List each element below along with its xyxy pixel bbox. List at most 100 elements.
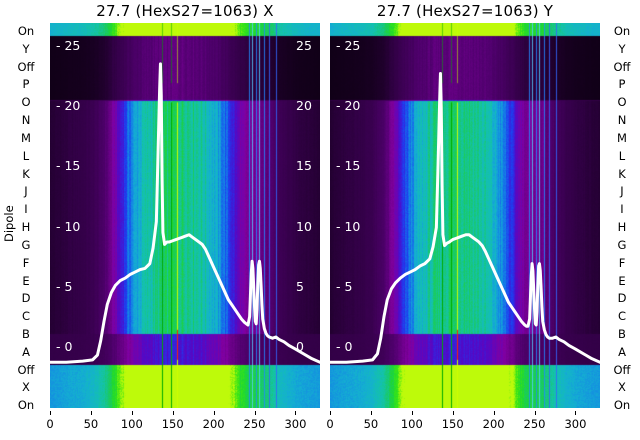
- profile-trace-y: [330, 23, 600, 408]
- x-tick-mark: [493, 411, 495, 415]
- plot-panel-y[interactable]: [330, 23, 600, 408]
- category-tick-label: G: [21, 237, 31, 252]
- category-tick-label: I: [24, 202, 28, 217]
- category-tick-label: X: [22, 380, 30, 395]
- category-tick-label: M: [617, 130, 627, 145]
- x-tick-label: 300: [564, 417, 587, 431]
- x-tick-label: 250: [523, 417, 546, 431]
- heatmap-canvas-x: [50, 23, 320, 408]
- x-tick-label: 250: [243, 417, 266, 431]
- y-tick-label: 15: [296, 158, 312, 174]
- category-tick-label: F: [22, 255, 30, 270]
- category-tick-label: N: [617, 113, 627, 128]
- y-tick-label: 5: [296, 278, 304, 294]
- category-tick-label: J: [620, 184, 624, 199]
- category-tick-label: N: [21, 113, 31, 128]
- category-tick-label: Off: [17, 59, 35, 74]
- x-tick-mark: [172, 411, 174, 415]
- category-tick-label: Off: [613, 59, 631, 74]
- panel-title-y: 27.7 (HexS27=1063) Y: [376, 2, 554, 20]
- y-tick-label: - 15: [336, 158, 361, 174]
- x-tick-mark: [452, 411, 454, 415]
- category-tick-label: D: [21, 291, 31, 306]
- x-tick-label: 300: [284, 417, 307, 431]
- category-tick-label: H: [21, 220, 31, 235]
- y-tick-label: 25: [296, 38, 312, 54]
- x-tick-label: 200: [202, 417, 225, 431]
- x-tick-label: 150: [161, 417, 184, 431]
- x-tick-label: 50: [83, 417, 99, 431]
- heatmap-canvas-y: [330, 23, 600, 408]
- y-tick-label: - 0: [56, 338, 73, 354]
- category-tick-label: E: [618, 273, 626, 288]
- category-tick-label: K: [618, 166, 626, 181]
- x-tick-mark: [330, 411, 331, 415]
- panel-title-x: 27.7 (HexS27=1063) X: [96, 2, 274, 20]
- category-tick-label: Off: [613, 362, 631, 377]
- category-tick-label: P: [618, 77, 626, 92]
- x-tick-mark: [254, 411, 256, 415]
- profile-trace-x: [50, 23, 320, 408]
- x-tick-label: 0: [46, 417, 54, 431]
- category-tick-label: K: [22, 166, 30, 181]
- x-tick-label: 100: [400, 417, 423, 431]
- x-tick-mark: [575, 411, 577, 415]
- category-tick-label: C: [21, 309, 31, 324]
- category-tick-label: P: [22, 77, 30, 92]
- y-tick-label: - 5: [336, 278, 353, 294]
- category-tick-label: J: [24, 184, 28, 199]
- category-tick-label: A: [22, 344, 30, 359]
- category-tick-label: O: [21, 95, 31, 110]
- category-tick-label: L: [618, 148, 626, 163]
- y-tick-label: - 10: [336, 218, 361, 234]
- category-tick-label: M: [21, 130, 31, 145]
- category-tick-label: On: [17, 24, 35, 38]
- y-tick-label: - 25: [56, 38, 81, 54]
- category-tick-label: B: [618, 327, 626, 341]
- category-tick-label: Off: [17, 362, 35, 377]
- category-tick-label: D: [617, 291, 627, 306]
- category-tick-label: On: [17, 398, 35, 413]
- y-tick-label: 10: [296, 218, 312, 234]
- x-tick-label: 0: [326, 417, 334, 431]
- x-tick-mark: [131, 411, 133, 415]
- y-tick-label: - 0: [336, 338, 353, 354]
- x-tick-mark: [90, 411, 92, 415]
- category-tick-label: X: [618, 380, 626, 395]
- category-tick-label: O: [617, 95, 627, 110]
- category-tick-label: L: [22, 148, 30, 163]
- y-tick-label: - 10: [56, 218, 81, 234]
- x-tick-mark: [295, 411, 297, 415]
- category-tick-label: C: [617, 309, 627, 324]
- y-tick-label: - 20: [336, 98, 361, 114]
- category-tick-label: B: [22, 327, 30, 341]
- x-tick-mark: [213, 411, 215, 415]
- category-tick-label: H: [617, 220, 627, 235]
- y-tick-label: 0: [296, 338, 304, 354]
- category-tick-label: On: [613, 24, 631, 38]
- y-tick-label: - 5: [56, 278, 73, 294]
- category-tick-label: A: [618, 344, 626, 359]
- heatmap-y: [330, 23, 600, 408]
- x-tick-mark: [370, 411, 372, 415]
- category-tick-label: I: [620, 202, 624, 217]
- plot-panel-x[interactable]: [50, 23, 320, 408]
- category-tick-label: E: [22, 273, 30, 288]
- x-tick-mark: [411, 411, 413, 415]
- y-tick-label: 20: [296, 98, 312, 114]
- x-tick-label: 100: [120, 417, 143, 431]
- x-tick-mark: [534, 411, 536, 415]
- heatmap-x: [50, 23, 320, 408]
- y-tick-label: - 15: [56, 158, 81, 174]
- category-tick-label: Y: [618, 41, 626, 56]
- category-tick-label: G: [617, 237, 627, 252]
- x-tick-label: 50: [363, 417, 379, 431]
- x-tick-label: 150: [441, 417, 464, 431]
- y-tick-label: - 25: [336, 38, 361, 54]
- category-tick-label: F: [618, 255, 626, 270]
- x-tick-label: 200: [482, 417, 505, 431]
- category-tick-label: On: [613, 398, 631, 413]
- category-tick-label: Y: [22, 41, 30, 56]
- x-tick-mark: [50, 411, 51, 415]
